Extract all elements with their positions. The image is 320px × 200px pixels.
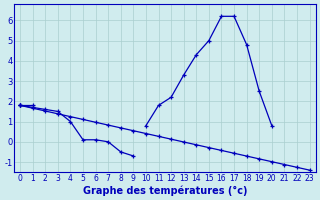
X-axis label: Graphe des températures (°c): Graphe des températures (°c) [83, 185, 247, 196]
